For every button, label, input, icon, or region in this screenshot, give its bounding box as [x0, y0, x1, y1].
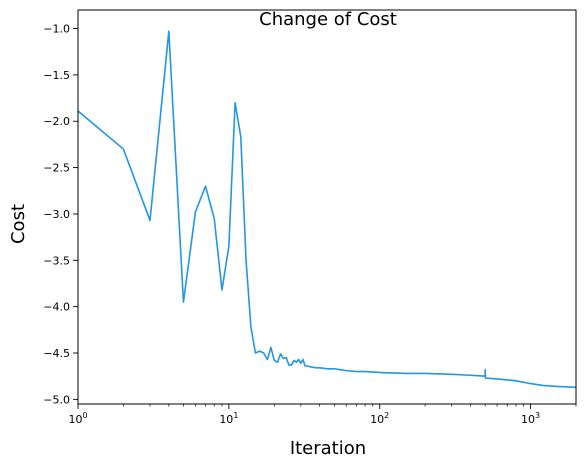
y-tick-label: −2.0 [43, 115, 70, 128]
y-tick-label: −4.5 [43, 347, 70, 360]
x-tick-label: 102 [370, 411, 389, 426]
y-tick-label: −3.0 [43, 208, 70, 221]
x-axis-ticks: 100 101 102 103 [68, 404, 577, 426]
y-tick-label: −3.5 [43, 254, 70, 267]
y-axis-label: Cost [8, 204, 29, 244]
y-tick-label: −5.0 [43, 393, 70, 406]
chart-title: Change of Cost [259, 9, 397, 30]
y-tick-label: −1.0 [43, 23, 70, 36]
y-tick-label: −2.5 [43, 162, 70, 175]
x-tick-label: 103 [521, 411, 540, 426]
series-line-0 [77, 30, 577, 389]
y-tick-label: −1.5 [43, 69, 70, 82]
y-tick-label: −4.0 [43, 301, 70, 314]
y-axis-ticks: −1.0 −1.5 −2.0 −2.5 −3.0 −3.5 −4.0 −4.5 −5.0 [43, 23, 78, 406]
x-axis-label: Iteration [290, 438, 366, 459]
x-tick-label: 100 [68, 411, 87, 426]
plot-frame [77, 9, 577, 405]
plot-area [77, 30, 577, 389]
x-tick-label: 101 [219, 411, 238, 426]
